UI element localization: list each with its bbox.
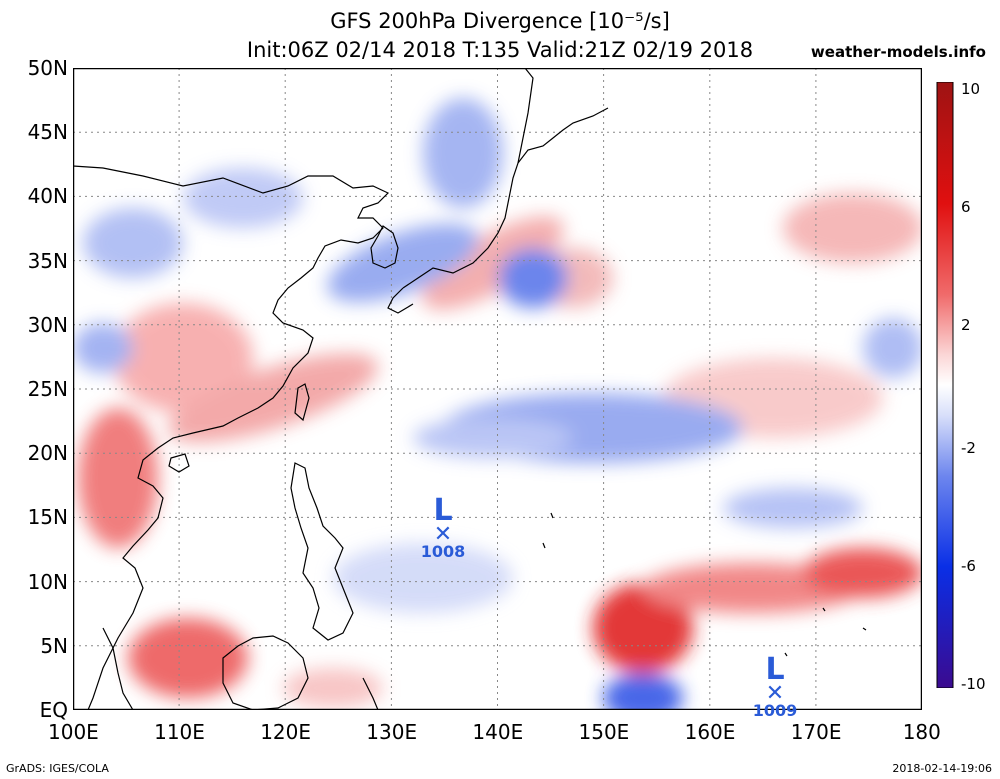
lat-tick-label: 50N [27, 56, 68, 80]
lon-tick-label: 160E [684, 720, 736, 744]
lon-tick-label: 150E [578, 720, 630, 744]
colorbar-tick-label: 2 [961, 316, 971, 334]
lat-tick-label: 45N [27, 120, 68, 145]
colorbar-tick-label: -10 [961, 675, 986, 693]
low-center-cross-icon: ✕ [433, 522, 453, 547]
colorbar-tick-label: -2 [961, 439, 976, 457]
footer-credit: GrADS: IGES/COLA [6, 762, 109, 775]
low-label: L [765, 652, 785, 687]
lat-tick-label: 15N [27, 505, 68, 530]
chart-subtitle: Init:06Z 02/14 2018 T:135 Valid:21Z 02/1… [246, 38, 754, 62]
colorbar-tick-label: -6 [961, 557, 976, 575]
divergence-map [73, 68, 922, 710]
low-pressure-marker: L ✕ 1008 [418, 496, 468, 560]
lat-tick-label: 20N [27, 441, 68, 466]
lon-tick-label: 100E [48, 720, 99, 744]
chart-title: GFS 200hPa Divergence [10⁻⁵/s] [330, 9, 670, 33]
low-label: L [433, 493, 453, 528]
lat-tick-label: 5N [40, 633, 68, 658]
colorbar [936, 82, 954, 688]
lat-tick-label: 35N [27, 248, 68, 273]
coastlines [73, 68, 867, 710]
lat-tick-label: 30N [27, 312, 68, 337]
lat-tick-label: EQ [39, 698, 68, 722]
lon-tick-label: 120E [260, 720, 311, 744]
low-center-cross-icon: ✕ [765, 681, 785, 706]
lon-tick-label: 130E [366, 720, 418, 744]
lon-tick-label: 180 [902, 720, 941, 744]
low-pressure-marker: L ✕ 1009 [750, 655, 800, 719]
colorbar-tick-label: 6 [961, 198, 971, 216]
colorbar-tick-label: 10 [961, 80, 981, 98]
lon-tick-label: 110E [154, 720, 205, 744]
low-pressure-value: 1009 [752, 701, 798, 720]
lat-tick-label: 40N [27, 184, 68, 209]
lon-tick-label: 140E [472, 720, 524, 744]
lat-tick-label: 25N [27, 377, 68, 401]
footer-timestamp: 2018-02-14-19:06 [892, 762, 992, 775]
low-pressure-value: 1008 [420, 542, 466, 561]
site-credit: weather-models.info [810, 43, 986, 61]
lon-tick-label: 170E [790, 720, 842, 744]
lat-tick-label: 10N [27, 569, 68, 594]
